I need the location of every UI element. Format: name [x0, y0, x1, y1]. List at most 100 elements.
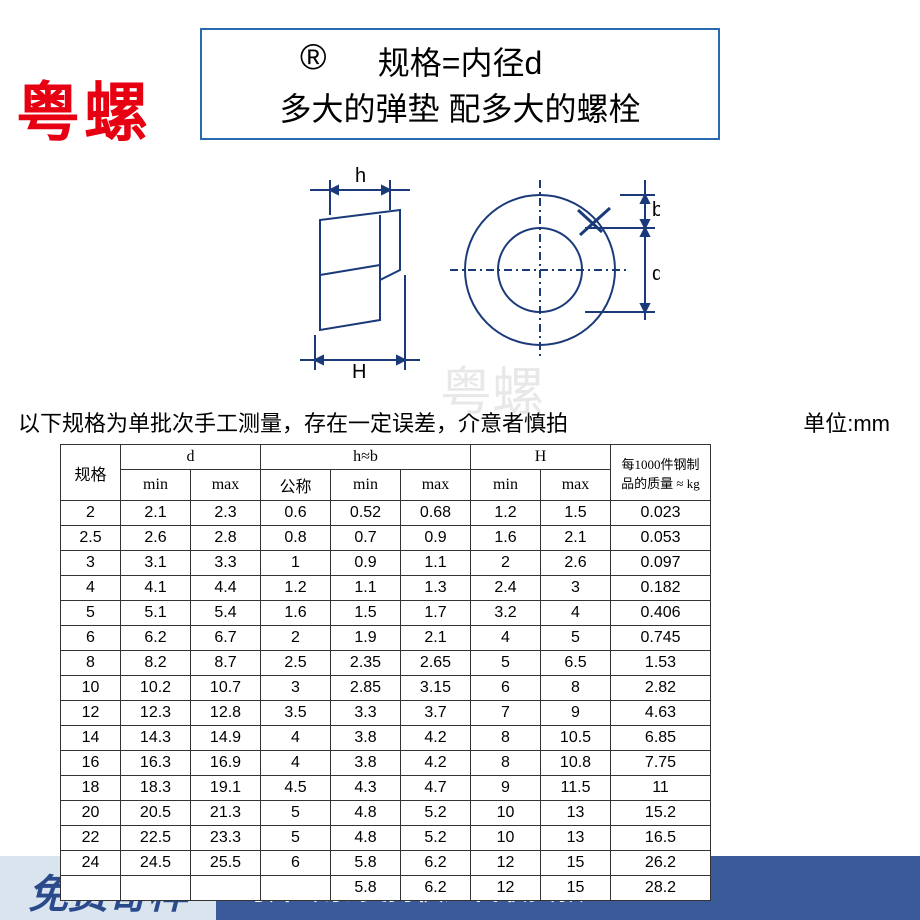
table-cell: 10.2 [121, 676, 191, 701]
table-cell: 1.6 [471, 526, 541, 551]
table-cell: 22.5 [121, 826, 191, 851]
table-cell: 1.1 [331, 576, 401, 601]
table-cell: 0.053 [611, 526, 711, 551]
table-cell: 1.3 [401, 576, 471, 601]
table-cell: 5 [261, 826, 331, 851]
table-cell: 3.15 [401, 676, 471, 701]
table-cell: 4 [471, 626, 541, 651]
table-cell: 1.5 [331, 601, 401, 626]
table-cell: 1.2 [261, 576, 331, 601]
table-cell: 2.1 [121, 501, 191, 526]
table-cell: 5.2 [401, 801, 471, 826]
table-cell: 3 [541, 576, 611, 601]
th-d: d [121, 445, 261, 470]
table-cell: 10.7 [191, 676, 261, 701]
table-cell: 1.9 [331, 626, 401, 651]
table-cell: 6 [261, 851, 331, 876]
table-row: 2222.523.354.85.2101316.5 [61, 826, 711, 851]
table-cell: 2.85 [331, 676, 401, 701]
diagram-label-d: d [652, 263, 660, 285]
table-cell [121, 876, 191, 901]
table-cell: 8 [541, 676, 611, 701]
table-cell: 2 [261, 626, 331, 651]
table-cell: 6 [471, 676, 541, 701]
table-cell: 12 [471, 876, 541, 901]
table-cell: 6.7 [191, 626, 261, 651]
table-cell: 20 [61, 801, 121, 826]
table-cell: 8 [471, 726, 541, 751]
table-body: 22.12.30.60.520.681.21.50.0232.52.62.80.… [61, 501, 711, 901]
table-cell: 28.2 [611, 876, 711, 901]
table-row: 1818.319.14.54.34.7911.511 [61, 776, 711, 801]
table-cell: 2 [61, 501, 121, 526]
brand-logo-text: 粤螺 [16, 62, 152, 154]
table-cell: 1 [261, 551, 331, 576]
table-cell: 0.182 [611, 576, 711, 601]
table-cell [191, 876, 261, 901]
table-cell: 7.75 [611, 751, 711, 776]
table-cell: 7 [471, 701, 541, 726]
table-cell: 4.7 [401, 776, 471, 801]
table-cell: 2.1 [541, 526, 611, 551]
table-cell: 0.406 [611, 601, 711, 626]
table-cell: 6 [61, 626, 121, 651]
th-H-min: min [471, 470, 541, 501]
table-cell: 9 [471, 776, 541, 801]
table-row: 1010.210.732.853.15682.82 [61, 676, 711, 701]
th-h-min: min [331, 470, 401, 501]
table-row: 2020.521.354.85.2101315.2 [61, 801, 711, 826]
table-row: 33.13.310.91.122.60.097 [61, 551, 711, 576]
table-cell: 2.5 [261, 651, 331, 676]
table-cell: 4.8 [331, 801, 401, 826]
table-cell: 4.3 [331, 776, 401, 801]
header-line1: 规格=内径d [202, 38, 718, 84]
table-cell: 24 [61, 851, 121, 876]
table-cell: 8 [471, 751, 541, 776]
table-cell: 3.3 [331, 701, 401, 726]
table-cell: 3.7 [401, 701, 471, 726]
table-cell: 4.1 [121, 576, 191, 601]
table-cell: 14.9 [191, 726, 261, 751]
measurement-note: 以下规格为单批次手工测量，存在一定误差，介意者慎拍 [18, 406, 902, 438]
table-cell: 12 [61, 701, 121, 726]
table-cell: 1.2 [471, 501, 541, 526]
table-cell: 0.9 [331, 551, 401, 576]
diagram-label-b: b [652, 199, 660, 221]
table-cell: 12 [471, 851, 541, 876]
table-row: 88.28.72.52.352.6556.51.53 [61, 651, 711, 676]
table-cell: 5.2 [401, 826, 471, 851]
table-cell: 26.2 [611, 851, 711, 876]
table-cell: 3.5 [261, 701, 331, 726]
table-cell: 16 [61, 751, 121, 776]
table-cell: 4 [261, 751, 331, 776]
table-cell: 12.3 [121, 701, 191, 726]
table-cell: 4 [261, 726, 331, 751]
table-cell: 18.3 [121, 776, 191, 801]
table-cell: 8.2 [121, 651, 191, 676]
table-cell: 1.53 [611, 651, 711, 676]
table-cell: 2.3 [191, 501, 261, 526]
table-cell: 2.6 [121, 526, 191, 551]
table-cell: 10 [471, 826, 541, 851]
registered-mark: ® [300, 36, 327, 78]
table-cell: 13 [541, 801, 611, 826]
header-line2: 多大的弹垫 配多大的螺栓 [202, 84, 718, 130]
table-cell: 13 [541, 826, 611, 851]
table-cell: 10.8 [541, 751, 611, 776]
table-row: 22.12.30.60.520.681.21.50.023 [61, 501, 711, 526]
table-cell: 11 [611, 776, 711, 801]
table-cell: 25.5 [191, 851, 261, 876]
table-cell: 4.8 [331, 826, 401, 851]
th-H-max: max [541, 470, 611, 501]
table-cell: 5 [61, 601, 121, 626]
table-cell: 20.5 [121, 801, 191, 826]
table-cell: 3.8 [331, 751, 401, 776]
table-cell: 12.8 [191, 701, 261, 726]
table-cell [61, 876, 121, 901]
th-H: H [471, 445, 611, 470]
table-cell: 0.6 [261, 501, 331, 526]
table-cell: 5 [261, 801, 331, 826]
table-cell: 4 [541, 601, 611, 626]
table-row: 2424.525.565.86.2121526.2 [61, 851, 711, 876]
table-cell [261, 876, 331, 901]
